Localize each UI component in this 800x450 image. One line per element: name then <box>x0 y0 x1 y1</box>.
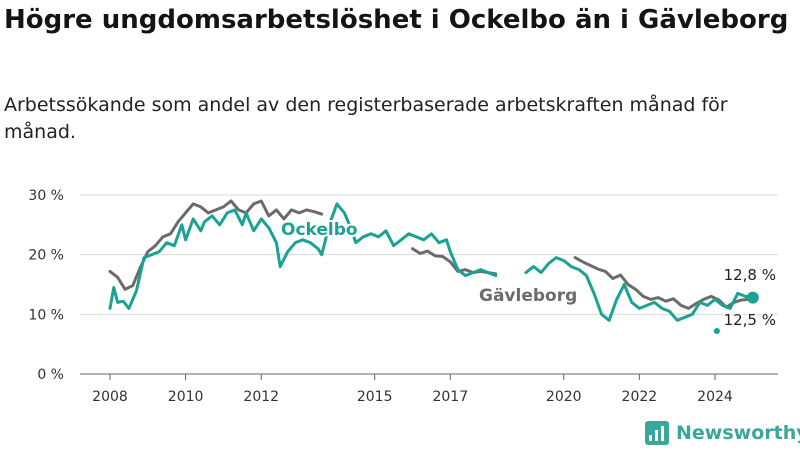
x-tick-label: 2017 <box>432 389 468 405</box>
x-tick-label: 2010 <box>168 389 204 405</box>
low-point-ockelbo <box>713 328 720 335</box>
x-tick-label: 2008 <box>92 389 128 405</box>
y-tick-label: 20 % <box>28 248 64 264</box>
end-value-label-ockelbo: 12,8 % <box>724 266 776 284</box>
end-value-label-ockelbo-halo: 12,8 % <box>724 266 776 284</box>
series-label-ockelbo: Ockelbo <box>281 220 358 240</box>
y-tick-label: 30 % <box>28 188 64 204</box>
x-tick-label: 2012 <box>243 389 279 405</box>
end-value-label-gavleborg-halo: 12,5 % <box>724 311 776 329</box>
series-label-gavleborg-halo: Gävleborg <box>479 286 577 306</box>
series-line-gvleborg <box>573 256 751 310</box>
y-tick-label: 10 % <box>28 307 64 323</box>
bar-chart-icon <box>645 421 669 445</box>
axes: 0 % 10 % 20 % 30 % 2008 2010 2012 2015 2017 2020 2… <box>28 188 732 405</box>
x-tick-label: 2024 <box>697 389 733 405</box>
series-line-ockelbo <box>108 202 498 310</box>
series-label-ockelbo-halo: Ockelbo <box>281 220 358 240</box>
x-tick-label: 2022 <box>622 389 658 405</box>
end-value-label-gavleborg: 12,5 % <box>724 311 776 329</box>
grid-lines <box>80 194 778 375</box>
y-tick-label: 0 % <box>37 367 64 383</box>
end-point-ockelbo <box>746 291 759 304</box>
x-tick-label: 2020 <box>546 389 582 405</box>
brand-name: Newsworthy <box>676 422 800 444</box>
newsworthy-logo[interactable]: Newsworthy <box>645 418 800 448</box>
series-line-ockelbo <box>524 256 755 322</box>
series-lines <box>108 199 759 335</box>
chart-subtitle: Arbetssökande som andel av den registerb… <box>4 94 728 143</box>
series-line-gvleborg <box>108 199 324 291</box>
x-tick-label: 2015 <box>357 389 393 405</box>
chart-title: Högre ungdomsarbetslöshet i Ockelbo än i… <box>4 5 789 35</box>
series-label-gavleborg: Gävleborg <box>479 286 577 306</box>
